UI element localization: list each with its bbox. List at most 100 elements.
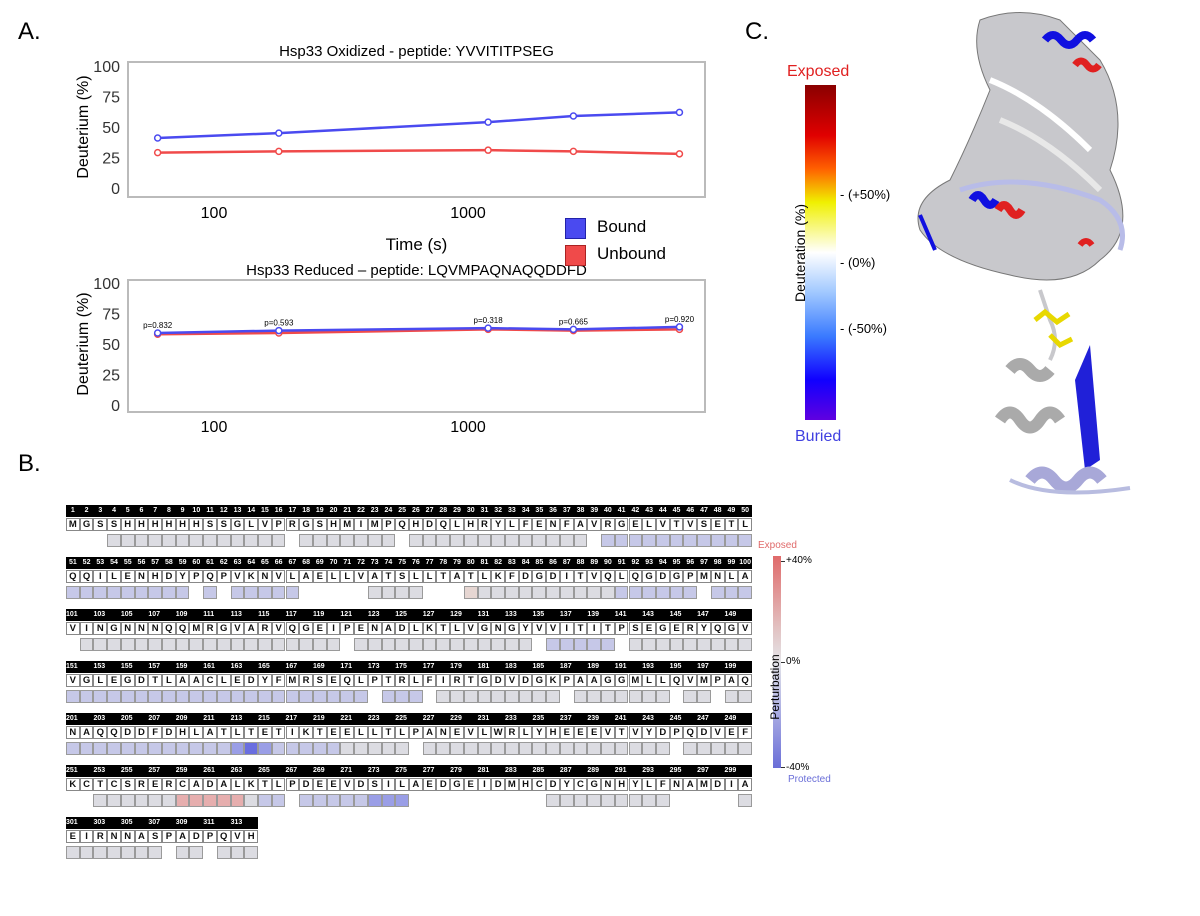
residue: A	[738, 778, 752, 791]
perturbation-top-label: Exposed	[758, 540, 797, 551]
coverage-cell	[601, 794, 615, 807]
coverage-cell	[697, 690, 711, 703]
coverage-cell	[120, 794, 135, 807]
coverage-cell	[203, 742, 217, 755]
coverage-cell	[203, 794, 217, 807]
residue: P	[216, 570, 231, 583]
coverage-cell	[614, 742, 629, 755]
coverage-cell	[710, 534, 725, 547]
coverage-cell	[724, 586, 739, 599]
coverage-cell	[409, 638, 423, 651]
residue: Q	[395, 518, 409, 531]
residue-number: 239	[587, 713, 615, 725]
residue-number: 24	[381, 505, 396, 517]
residue: E	[312, 570, 327, 583]
residue-number: 163	[230, 661, 259, 673]
residue: V	[271, 570, 286, 583]
residue: L	[354, 726, 368, 739]
coverage-cell	[436, 742, 451, 755]
residue-number: 201	[66, 713, 94, 725]
residue: V	[66, 622, 80, 635]
oxidized-chart: Hsp33 Oxidized - peptide: YVVITITPSEG 0 25…	[75, 43, 706, 254]
residue-number: 143	[642, 609, 670, 621]
coverage-cell	[724, 638, 739, 651]
residue: Q	[107, 726, 121, 739]
residue-number: 307	[148, 817, 176, 829]
residue-number: 193	[642, 661, 670, 673]
residue-number: 215	[258, 713, 286, 725]
coverage-cell	[491, 534, 505, 547]
residue: E	[573, 726, 588, 739]
data-point-bound	[675, 323, 684, 331]
residue-number: 191	[614, 661, 643, 673]
residue: Q	[628, 570, 643, 583]
coverage-cell	[326, 638, 341, 651]
coverage-cell	[285, 586, 300, 599]
residue: T	[614, 726, 629, 739]
residue-number: 185	[532, 661, 560, 673]
coverage-cell	[573, 586, 588, 599]
y-tick-label: 25	[102, 151, 120, 168]
residue: T	[463, 674, 478, 687]
residue-number: 65	[258, 557, 272, 569]
residue: K	[244, 778, 259, 791]
residue: R	[93, 830, 108, 843]
residue: E	[107, 674, 121, 687]
data-point-bound	[153, 134, 162, 142]
residue: M	[697, 570, 711, 583]
deuterium-charts: Hsp33 Oxidized - peptide: YVVITITPSEG 0 25…	[75, 43, 706, 450]
residue-number: 155	[120, 661, 149, 673]
coverage-cell	[326, 690, 341, 703]
coverage-cell	[436, 690, 451, 703]
residue-number: 63	[230, 557, 245, 569]
residue: L	[189, 726, 204, 739]
coverage-cell	[655, 534, 670, 547]
residue: H	[409, 518, 423, 531]
residue: G	[477, 674, 492, 687]
residue: H	[546, 726, 560, 739]
residue: V	[271, 622, 286, 635]
residue-number: 60	[189, 557, 204, 569]
coverage-cell	[367, 586, 382, 599]
residue: P	[189, 570, 204, 583]
residue: A	[450, 570, 464, 583]
deuteration-colorbar	[805, 85, 836, 420]
coverage-cell	[505, 534, 519, 547]
coverage-cell	[683, 534, 698, 547]
residue: L	[477, 570, 492, 583]
residue: D	[134, 726, 149, 739]
residue: V	[587, 570, 602, 583]
plot-frame	[127, 279, 706, 413]
residue-number: 161	[203, 661, 231, 673]
residue: V	[230, 570, 245, 583]
residue: E	[66, 830, 80, 843]
residue: T	[258, 778, 272, 791]
residue: Y	[532, 726, 547, 739]
residue: D	[518, 674, 533, 687]
residue-number: 77	[422, 557, 437, 569]
residue: M	[697, 778, 711, 791]
residue: G	[724, 622, 739, 635]
residue: T	[724, 518, 739, 531]
coverage-cell	[559, 742, 574, 755]
y-tick-label: 0	[111, 181, 120, 198]
residue-number: 223	[367, 713, 396, 725]
residue: V	[340, 778, 355, 791]
residue-number: 91	[614, 557, 629, 569]
coverage-cell	[450, 638, 464, 651]
residue: Q	[683, 726, 698, 739]
perturbation-colorbar	[773, 556, 781, 768]
coverage-cell	[107, 846, 121, 859]
residue: L	[395, 726, 409, 739]
y-tick-label: 100	[93, 276, 120, 293]
residue-number: 221	[340, 713, 368, 725]
coverage-cell	[559, 586, 574, 599]
residue: L	[409, 674, 423, 687]
residue: N	[148, 622, 162, 635]
coverage-cell	[299, 690, 313, 703]
coverage-cell	[230, 794, 245, 807]
residue: T	[381, 726, 396, 739]
residue-number: 237	[559, 713, 588, 725]
coverage-cell	[642, 794, 656, 807]
residue: M	[340, 518, 355, 531]
